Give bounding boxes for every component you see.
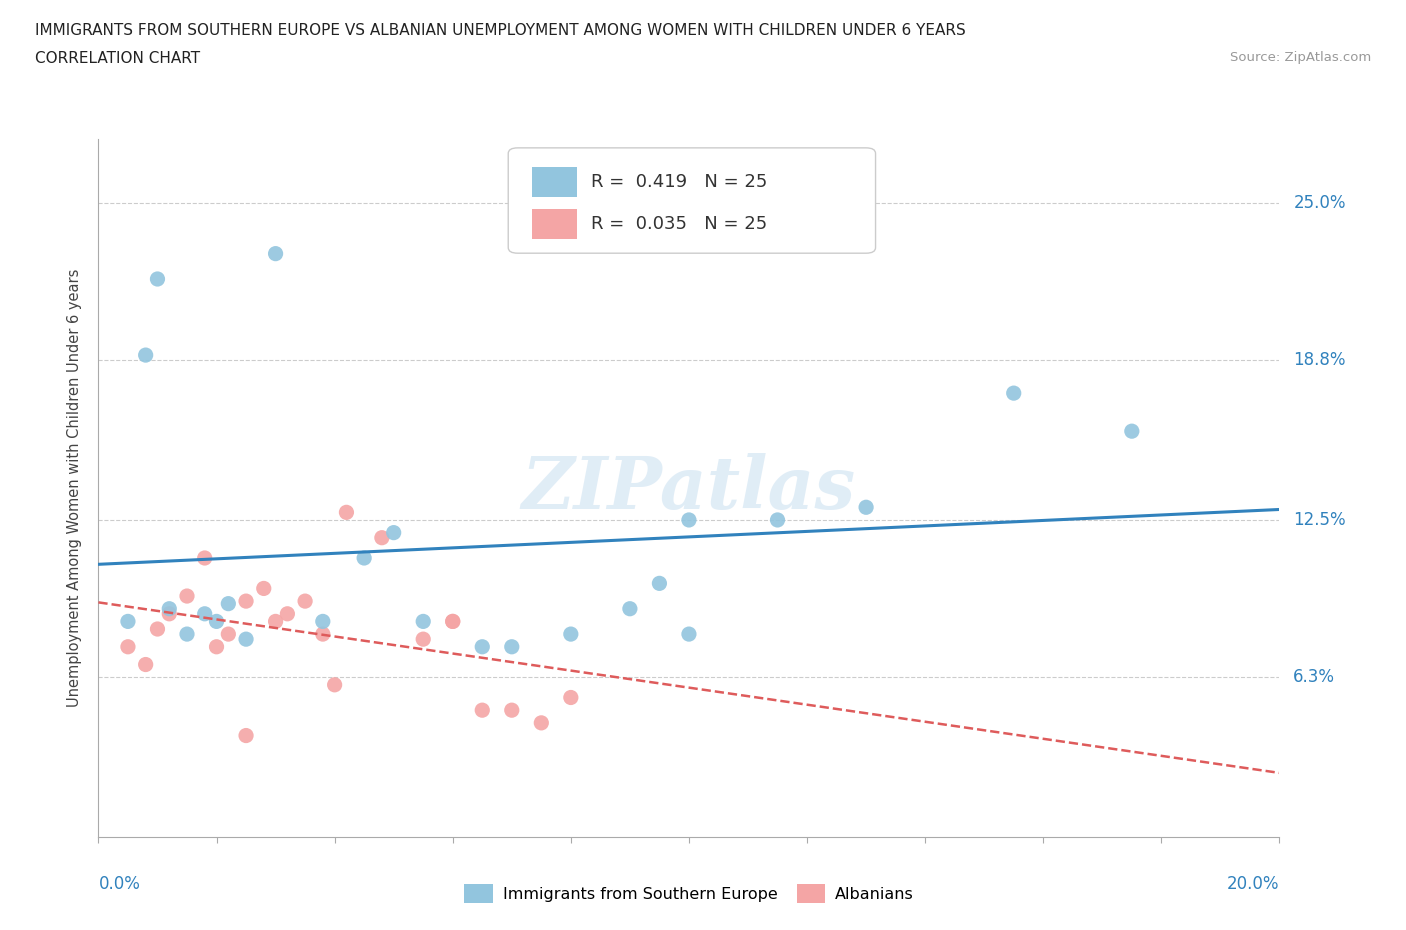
Point	[855, 499, 877, 514]
Point	[471, 639, 494, 654]
Point	[205, 639, 228, 654]
Text: IMMIGRANTS FROM SOUTHERN EUROPE VS ALBANIAN UNEMPLOYMENT AMONG WOMEN WITH CHILDR: IMMIGRANTS FROM SOUTHERN EUROPE VS ALBAN…	[35, 23, 966, 38]
Point	[471, 703, 494, 718]
Point	[276, 606, 298, 621]
Point	[117, 639, 139, 654]
Point	[235, 728, 257, 743]
Point	[412, 614, 434, 629]
Point	[176, 589, 198, 604]
Text: ZIPatlas: ZIPatlas	[522, 453, 856, 524]
Point	[217, 627, 239, 642]
Y-axis label: Unemployment Among Women with Children Under 6 years: Unemployment Among Women with Children U…	[67, 269, 83, 708]
Point	[146, 272, 169, 286]
FancyBboxPatch shape	[508, 148, 876, 253]
Point	[135, 658, 157, 672]
Point	[530, 715, 553, 730]
Text: R =  0.419   N = 25: R = 0.419 N = 25	[591, 173, 768, 191]
Bar	[531, 166, 576, 197]
Point	[1121, 424, 1143, 439]
Point	[441, 614, 464, 629]
Point	[1002, 386, 1025, 401]
Point	[335, 505, 357, 520]
Point	[217, 596, 239, 611]
Bar	[531, 208, 576, 239]
Point	[382, 525, 405, 540]
Point	[294, 593, 316, 608]
Text: 12.5%: 12.5%	[1294, 511, 1346, 529]
Point	[371, 530, 394, 545]
Point	[205, 614, 228, 629]
Point	[441, 614, 464, 629]
Point	[312, 614, 335, 629]
Point	[176, 627, 198, 642]
Text: 18.8%: 18.8%	[1294, 352, 1346, 369]
Text: R =  0.035   N = 25: R = 0.035 N = 25	[591, 215, 768, 232]
Point	[501, 703, 523, 718]
Point	[766, 512, 789, 527]
Point	[412, 631, 434, 646]
Point	[619, 602, 641, 617]
Text: 25.0%: 25.0%	[1294, 194, 1346, 212]
Point	[323, 677, 346, 692]
Text: Source: ZipAtlas.com: Source: ZipAtlas.com	[1230, 51, 1371, 64]
Point	[157, 606, 180, 621]
Point	[135, 348, 157, 363]
Point	[560, 627, 582, 642]
Point	[157, 602, 180, 617]
Point	[648, 576, 671, 591]
Point	[501, 639, 523, 654]
Point	[235, 593, 257, 608]
Point	[235, 631, 257, 646]
Point	[560, 690, 582, 705]
Point	[194, 551, 217, 565]
Point	[264, 614, 287, 629]
Point	[194, 606, 217, 621]
Text: 20.0%: 20.0%	[1227, 875, 1279, 894]
Point	[312, 627, 335, 642]
Point	[678, 627, 700, 642]
Text: 6.3%: 6.3%	[1294, 669, 1336, 686]
Point	[353, 551, 375, 565]
Point	[117, 614, 139, 629]
Point	[264, 246, 287, 261]
Point	[253, 581, 276, 596]
Point	[678, 512, 700, 527]
Text: CORRELATION CHART: CORRELATION CHART	[35, 51, 200, 66]
Legend: Immigrants from Southern Europe, Albanians: Immigrants from Southern Europe, Albania…	[458, 878, 920, 910]
Point	[146, 621, 169, 636]
Text: 0.0%: 0.0%	[98, 875, 141, 894]
